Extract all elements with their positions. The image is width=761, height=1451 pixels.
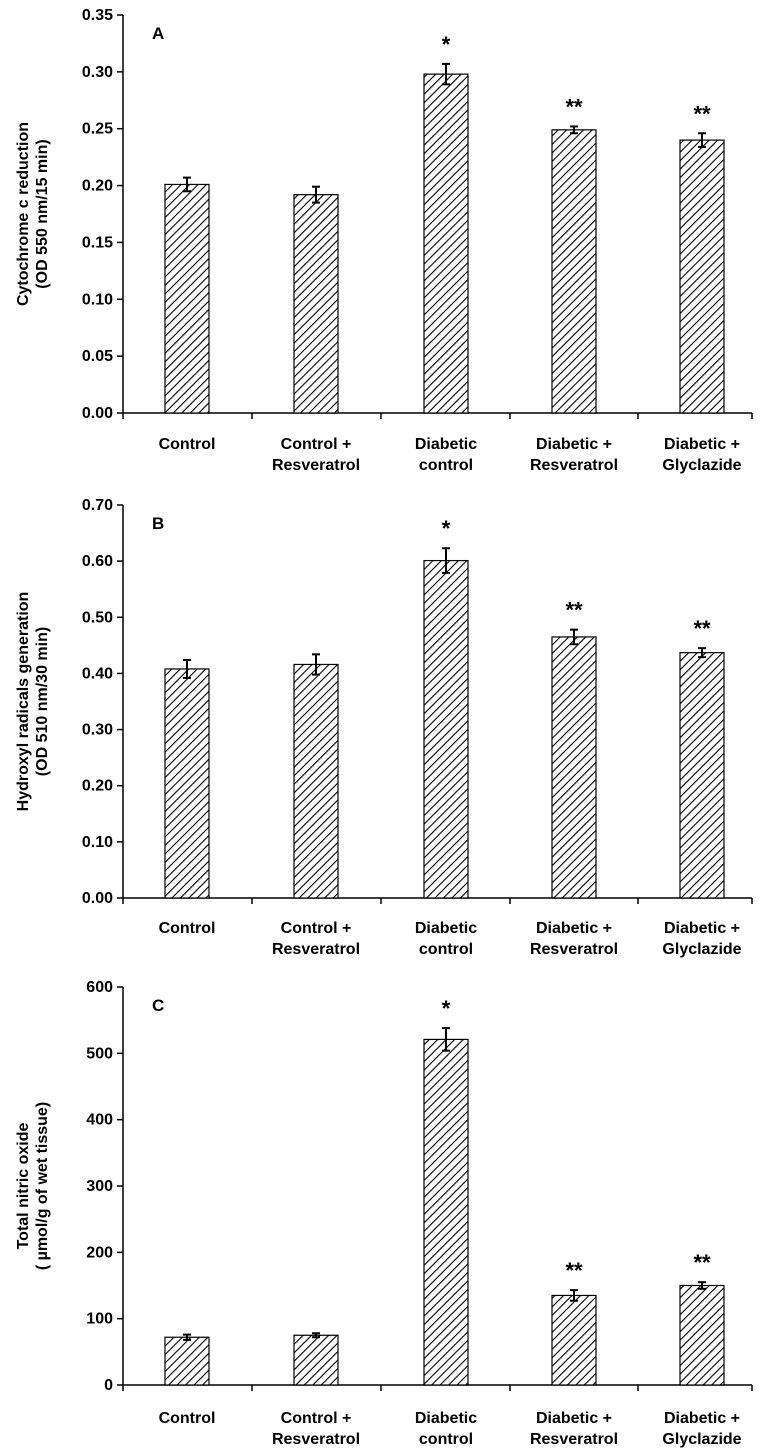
bar [293,663,339,899]
category-label: Resveratrol [530,1431,618,1448]
category-label: Diabetic + [536,436,612,453]
category-label: Diabetic + [536,920,612,937]
y-tick-label: 0.60 [82,553,113,570]
chart-panel-b: 0.00 0.10 0.20 0.30 0.40 0.50 0.60 0.70 Hydroxyl… [15,497,753,958]
category-label: Resveratrol [272,1431,360,1448]
category-label: Diabetic [415,1410,477,1427]
category-label: Diabetic [415,436,477,453]
category-label: Resveratrol [272,457,360,474]
y-tick-label: 200 [86,1244,113,1261]
y-tick-label: 0.15 [82,234,113,251]
significance-marker: ** [565,598,583,623]
y-tick-label: 0.10 [82,834,113,851]
y-axis-label: ( µmol/g of wet tissue) [34,1102,51,1270]
bar [164,183,210,414]
category-label: Diabetic + [536,1410,612,1427]
category-label: control [419,1431,473,1448]
category-label: Resveratrol [530,457,618,474]
y-tick-label: 0.30 [82,64,113,81]
category-label: Glyclazide [662,457,741,474]
bar [423,559,469,899]
chart-panel-c: 0 100 200 300 400 500 600 Total nitric oxide( µ… [15,979,753,1448]
category-label: Glyclazide [662,941,741,958]
y-axis-label: Hydroxyl radicals generation [15,592,32,812]
category-label: Resveratrol [530,941,618,958]
y-tick-label: 0.70 [82,497,113,514]
y-tick-label: 0.00 [82,890,113,907]
y-tick-label: 0.10 [82,291,113,308]
category-label: Diabetic + [664,436,740,453]
y-tick-label: 300 [86,1178,113,1195]
y-tick-label: 0.20 [82,778,113,795]
y-tick-label: 500 [86,1045,113,1062]
y-tick-label: 400 [86,1112,113,1129]
category-label: Resveratrol [272,941,360,958]
y-tick-label: 0.50 [82,609,113,626]
y-axis-label: Cytochrome c reduction [15,122,32,306]
y-tick-label: 600 [86,979,113,996]
category-label: Glyclazide [662,1431,741,1448]
category-label: control [419,941,473,958]
category-label: control [419,457,473,474]
panel-label: B [152,514,164,533]
y-tick-label: 0 [104,1377,113,1394]
y-axis-label: (OD 550 nm/15 min) [34,139,51,288]
significance-marker: ** [565,1258,583,1283]
y-tick-label: 0.30 [82,722,113,739]
category-label: Control + [281,920,352,937]
significance-marker: * [442,32,451,57]
y-tick-label: 0.40 [82,665,113,682]
y-tick-label: 100 [86,1311,113,1328]
bar [679,139,725,414]
significance-marker: ** [565,94,583,119]
category-label: Control + [281,1410,352,1427]
y-tick-label: 0.20 [82,178,113,195]
category-label: Control [159,920,216,937]
y-axis-label: Total nitric oxide [15,1122,32,1249]
significance-marker: ** [693,1250,711,1275]
bar [164,1336,210,1386]
significance-marker: * [442,996,451,1021]
y-tick-label: 0.05 [82,348,113,365]
bar [293,194,339,414]
category-label: Control [159,1410,216,1427]
bar [551,636,597,899]
significance-marker: ** [693,616,711,641]
significance-marker: ** [693,101,711,126]
panel-label: C [152,996,164,1015]
bar [679,1284,725,1386]
bar [293,1334,339,1386]
category-label: Diabetic + [664,1410,740,1427]
bar [164,668,210,899]
bar [551,1294,597,1386]
bar [679,652,725,899]
category-label: Diabetic + [664,920,740,937]
y-axis-label: (OD 510 nm/30 min) [34,627,51,776]
significance-marker: * [442,516,451,541]
category-label: Control [159,436,216,453]
y-tick-label: 0.25 [82,121,113,138]
bar [551,129,597,414]
y-tick-label: 0.35 [82,7,113,24]
panel-label: A [152,24,164,43]
category-label: Control + [281,436,352,453]
bar [423,73,469,414]
y-tick-label: 0.00 [82,405,113,422]
bar [423,1038,469,1386]
category-label: Diabetic [415,920,477,937]
chart-panel-a: 0.00 0.05 0.10 0.15 0.20 0.25 0.30 0.35 Cytochro… [15,7,753,474]
